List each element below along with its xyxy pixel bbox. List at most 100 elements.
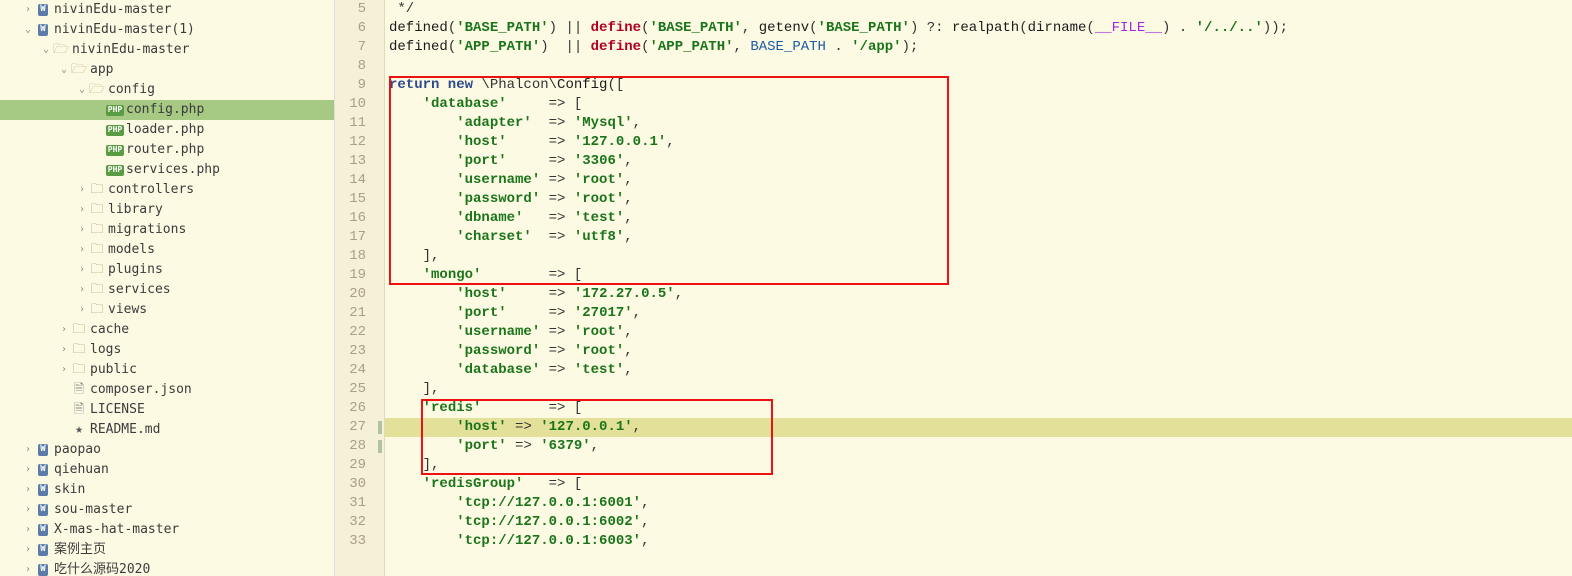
code-token: , xyxy=(624,343,632,359)
tree-row[interactable]: 🗎LICENSE xyxy=(0,400,334,420)
code-line[interactable]: 'redis' => [ xyxy=(385,399,1572,418)
gutter-line-number: 7 xyxy=(335,38,384,57)
tree-row[interactable]: ›Wpaopao xyxy=(0,440,334,460)
tree-row[interactable]: ›Wqiehuan xyxy=(0,460,334,480)
tree-row[interactable]: ›🗀services xyxy=(0,280,334,300)
expand-chevron-icon[interactable]: › xyxy=(22,460,34,480)
code-token: , xyxy=(624,153,632,169)
tree-row[interactable]: ›WX-mas-hat-master xyxy=(0,520,334,540)
tree-row[interactable]: PHProuter.php xyxy=(0,140,334,160)
code-line[interactable]: 'port' => '27017', xyxy=(385,304,1572,323)
tree-row[interactable]: ›🗀cache xyxy=(0,320,334,340)
code-line[interactable]: 'host' => '127.0.0.1', xyxy=(385,418,1572,437)
code-line[interactable]: 'password' => 'root', xyxy=(385,342,1572,361)
code-line[interactable]: 'host' => '127.0.0.1', xyxy=(385,133,1572,152)
code-line[interactable]: 'port' => '3306', xyxy=(385,152,1572,171)
code-line[interactable]: 'port' => '6379', xyxy=(385,437,1572,456)
tree-row[interactable]: ›🗀logs xyxy=(0,340,334,360)
expand-chevron-icon[interactable]: ⌄ xyxy=(40,40,52,60)
code-line[interactable]: 'database' => 'test', xyxy=(385,361,1572,380)
code-line[interactable]: 'password' => 'root', xyxy=(385,190,1572,209)
code-line[interactable]: ], xyxy=(385,380,1572,399)
expand-chevron-icon[interactable]: › xyxy=(22,480,34,500)
code-line[interactable]: 'redisGroup' => [ xyxy=(385,475,1572,494)
tree-row[interactable]: PHPloader.php xyxy=(0,120,334,140)
tree-row[interactable]: ⌄🗁app xyxy=(0,60,334,80)
expand-chevron-icon[interactable]: › xyxy=(76,220,88,240)
code-token: 'BASE_PATH' xyxy=(456,20,548,36)
tree-row[interactable]: ›Wskin xyxy=(0,480,334,500)
expand-chevron-icon[interactable]: › xyxy=(76,260,88,280)
expand-chevron-icon[interactable]: › xyxy=(22,500,34,520)
expand-chevron-icon[interactable]: › xyxy=(22,540,34,560)
expand-chevron-icon[interactable]: › xyxy=(22,520,34,540)
expand-chevron-icon[interactable]: › xyxy=(22,0,34,20)
code-line[interactable]: return new \Phalcon\Config([ xyxy=(385,76,1572,95)
tree-row[interactable]: ★README.md xyxy=(0,420,334,440)
editor-code-area[interactable]: */ defined('BASE_PATH') || define('BASE_P… xyxy=(385,0,1572,576)
tree-item-label: sou-master xyxy=(52,500,132,520)
tree-row[interactable]: ›Wsou-master xyxy=(0,500,334,520)
code-line[interactable]: ], xyxy=(385,456,1572,475)
expand-chevron-icon[interactable]: › xyxy=(58,320,70,340)
code-line[interactable]: 'adapter' => 'Mysql', xyxy=(385,114,1572,133)
tree-row[interactable]: PHPconfig.php xyxy=(0,100,334,120)
gutter-line-number: 14 xyxy=(335,171,384,190)
tree-row[interactable]: ›WnivinEdu-master xyxy=(0,0,334,20)
code-line[interactable]: 'tcp://127.0.0.1:6003', xyxy=(385,532,1572,551)
gutter-line-number: 24 xyxy=(335,361,384,380)
code-line[interactable]: defined('APP_PATH') || define('APP_PATH'… xyxy=(385,38,1572,57)
tree-row[interactable]: ›W案例主页 xyxy=(0,540,334,560)
tree-row[interactable]: ›🗀plugins xyxy=(0,260,334,280)
code-token: => xyxy=(532,229,574,245)
expand-chevron-icon[interactable]: ⌄ xyxy=(76,80,88,100)
expand-chevron-icon[interactable]: › xyxy=(76,300,88,320)
code-line[interactable]: 'charset' => 'utf8', xyxy=(385,228,1572,247)
expand-chevron-icon[interactable]: › xyxy=(58,340,70,360)
code-line[interactable]: ], xyxy=(385,247,1572,266)
tree-row[interactable]: ›🗀public xyxy=(0,360,334,380)
code-token: */ xyxy=(389,1,414,17)
code-line[interactable]: 'tcp://127.0.0.1:6002', xyxy=(385,513,1572,532)
tree-row[interactable]: ›🗀library xyxy=(0,200,334,220)
code-token: ) || xyxy=(549,20,591,36)
expand-chevron-icon[interactable]: ⌄ xyxy=(22,20,34,40)
code-line[interactable]: 'tcp://127.0.0.1:6001', xyxy=(385,494,1572,513)
code-line[interactable]: 'dbname' => 'test', xyxy=(385,209,1572,228)
code-line[interactable]: */ xyxy=(385,0,1572,19)
tree-item-label: nivinEdu-master(1) xyxy=(52,20,195,40)
code-token xyxy=(389,286,456,302)
tree-row[interactable]: ›W吃什么源码2020 xyxy=(0,560,334,576)
tree-row[interactable]: ⌄🗁nivinEdu-master xyxy=(0,40,334,60)
code-line[interactable]: 'mongo' => [ xyxy=(385,266,1572,285)
tree-row[interactable]: ›🗀models xyxy=(0,240,334,260)
expand-chevron-icon[interactable]: › xyxy=(76,280,88,300)
code-editor[interactable]: 5678910111213141516171819202122232425262… xyxy=(335,0,1572,576)
code-line[interactable]: 'username' => 'root', xyxy=(385,171,1572,190)
gutter-line-number: 10 xyxy=(335,95,384,114)
tree-row[interactable]: ›🗀migrations xyxy=(0,220,334,240)
code-token: , xyxy=(666,134,674,150)
expand-chevron-icon[interactable]: › xyxy=(22,440,34,460)
tree-row[interactable]: ⌄WnivinEdu-master(1) xyxy=(0,20,334,40)
code-line[interactable]: 'database' => [ xyxy=(385,95,1572,114)
tree-item-label: models xyxy=(106,240,155,260)
code-line[interactable]: defined('BASE_PATH') || define('BASE_PAT… xyxy=(385,19,1572,38)
code-token: 'username' xyxy=(456,324,540,340)
tree-row[interactable]: ›🗀views xyxy=(0,300,334,320)
tree-row[interactable]: ›🗀controllers xyxy=(0,180,334,200)
code-line[interactable] xyxy=(385,57,1572,76)
expand-chevron-icon[interactable]: › xyxy=(58,360,70,380)
expand-chevron-icon[interactable]: › xyxy=(76,240,88,260)
tree-row[interactable]: 🗎composer.json xyxy=(0,380,334,400)
expand-chevron-icon[interactable]: ⌄ xyxy=(58,60,70,80)
expand-chevron-icon[interactable]: › xyxy=(76,180,88,200)
project-tree[interactable]: ›WnivinEdu-master⌄WnivinEdu-master(1)⌄🗁n… xyxy=(0,0,335,576)
tree-row[interactable]: ⌄🗁config xyxy=(0,80,334,100)
code-line[interactable]: 'host' => '172.27.0.5', xyxy=(385,285,1572,304)
expand-chevron-icon[interactable]: › xyxy=(22,560,34,576)
tree-row[interactable]: PHPservices.php xyxy=(0,160,334,180)
file-php-icon: PHP xyxy=(106,105,124,116)
code-line[interactable]: 'username' => 'root', xyxy=(385,323,1572,342)
expand-chevron-icon[interactable]: › xyxy=(76,200,88,220)
